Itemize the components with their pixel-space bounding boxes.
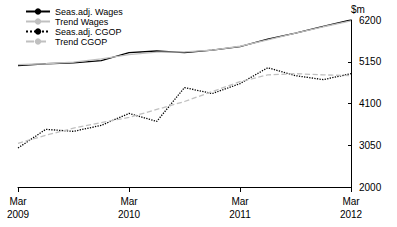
- svg-text:Trend Wages: Trend Wages: [55, 17, 109, 27]
- svg-text:2010: 2010: [118, 209, 141, 220]
- svg-text:2000: 2000: [359, 182, 382, 193]
- svg-text:2009: 2009: [7, 209, 30, 220]
- svg-text:Seas.adj. CGOP: Seas.adj. CGOP: [55, 27, 122, 37]
- svg-text:2012: 2012: [340, 209, 363, 220]
- svg-text:Mar: Mar: [231, 196, 249, 207]
- svg-text:Mar: Mar: [342, 196, 360, 207]
- svg-text:Seas.adj. Wages: Seas.adj. Wages: [55, 7, 123, 17]
- svg-text:$m: $m: [351, 4, 365, 15]
- svg-text:Mar: Mar: [9, 196, 27, 207]
- svg-text:3050: 3050: [359, 140, 382, 151]
- svg-text:Trend CGOP: Trend CGOP: [55, 37, 107, 47]
- svg-text:Mar: Mar: [120, 196, 138, 207]
- svg-text:5150: 5150: [359, 56, 382, 67]
- svg-text:6200: 6200: [359, 15, 382, 26]
- svg-text:4100: 4100: [359, 98, 382, 109]
- svg-text:2011: 2011: [229, 209, 251, 220]
